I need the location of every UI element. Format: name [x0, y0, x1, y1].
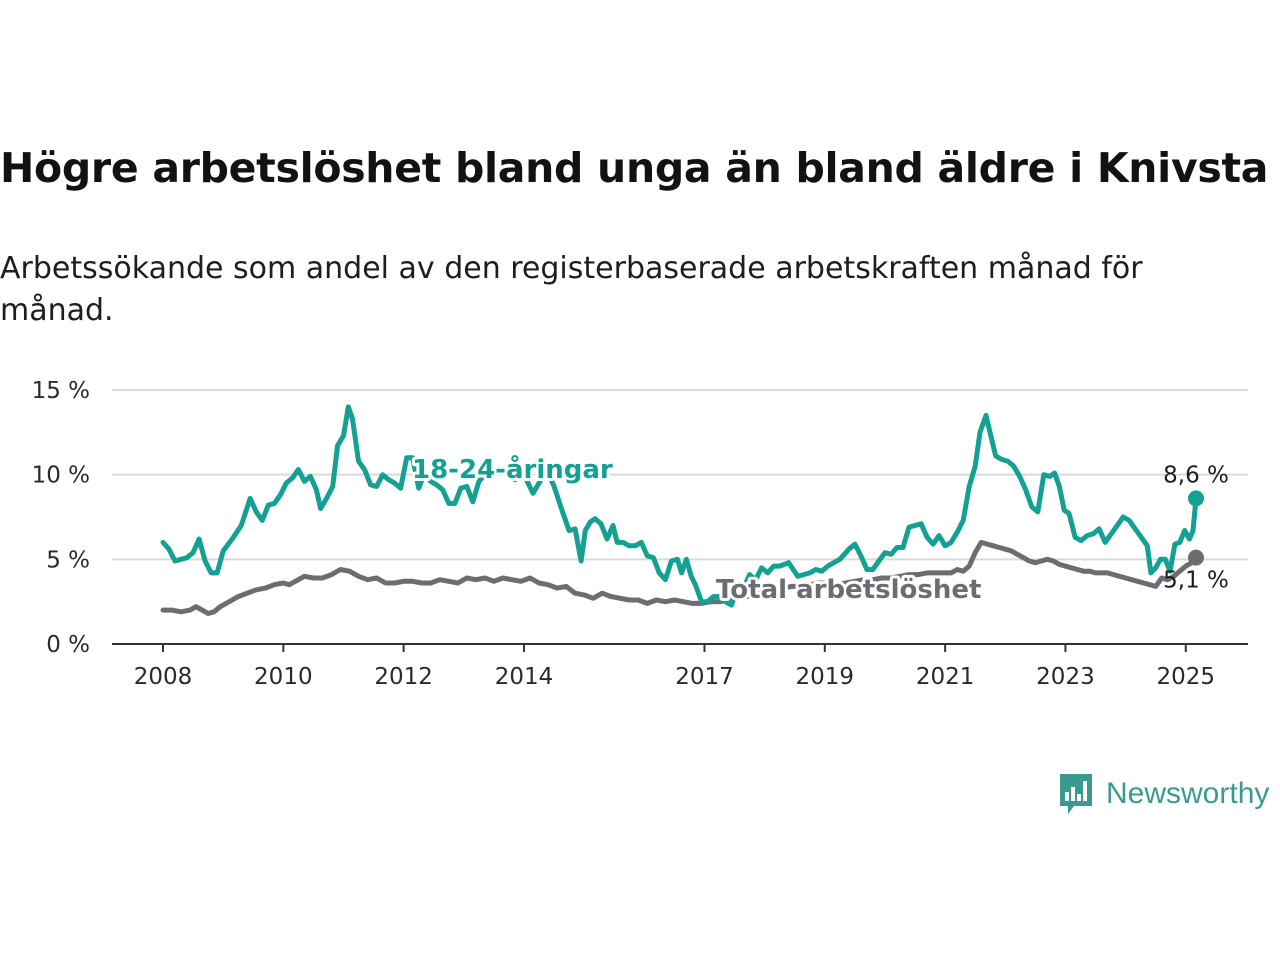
series-line-youth [160, 404, 1199, 608]
x-tick-label: 2014 [495, 664, 554, 690]
x-tick-label: 2008 [134, 664, 193, 690]
series-end-dot [1188, 490, 1204, 507]
x-tick-label: 2012 [374, 664, 433, 690]
series-label-total: Total arbetslöshet [716, 575, 981, 605]
x-tick-label: 2025 [1156, 664, 1215, 690]
chart-title: Högre arbetslöshet bland unga än bland ä… [0, 144, 1269, 192]
series-line-total [160, 539, 1199, 616]
y-axis-ticks: 0 % 5 % 10 % 15 % [32, 378, 90, 658]
y-tick-label: 10 % [32, 463, 90, 489]
grid-lines [112, 389, 1248, 645]
line-chart: 0 %5 %10 %15 % 2008 2010 2012 2014 2017 2019 2… [32, 378, 1248, 690]
series-end-dot [1188, 549, 1204, 566]
x-tick-label: 2017 [675, 664, 734, 690]
x-axis-ticks: 2008 2010 2012 2014 2017 2019 2021 2023 2025 [134, 644, 1215, 690]
newsworthy-logo: Newsworthy [1058, 772, 1269, 816]
y-tick-label: 0 % [46, 632, 90, 658]
series-labels: 18-24-åringar Total arbetslöshet 8,6 % 5,1 … [409, 450, 1229, 608]
end-value-total: 5,1 % [1163, 568, 1229, 594]
brand-name: Newsworthy [1106, 777, 1270, 810]
newsworthy-chart-bubble-icon [1060, 774, 1092, 814]
x-tick-label: 2010 [254, 664, 313, 690]
end-value-youth: 8,6 % [1163, 462, 1229, 488]
y-tick-label: 5 % [46, 547, 90, 573]
x-tick-label: 2019 [796, 664, 855, 690]
x-tick-label: 2021 [916, 664, 975, 690]
x-tick-label: 2023 [1036, 664, 1095, 690]
series [160, 404, 1204, 616]
series-label-youth: 18-24-åringar [412, 453, 613, 485]
y-tick-label: 15 % [32, 378, 90, 404]
chart-subtitle: Arbetssökande som andel av den registerb… [0, 251, 1143, 328]
